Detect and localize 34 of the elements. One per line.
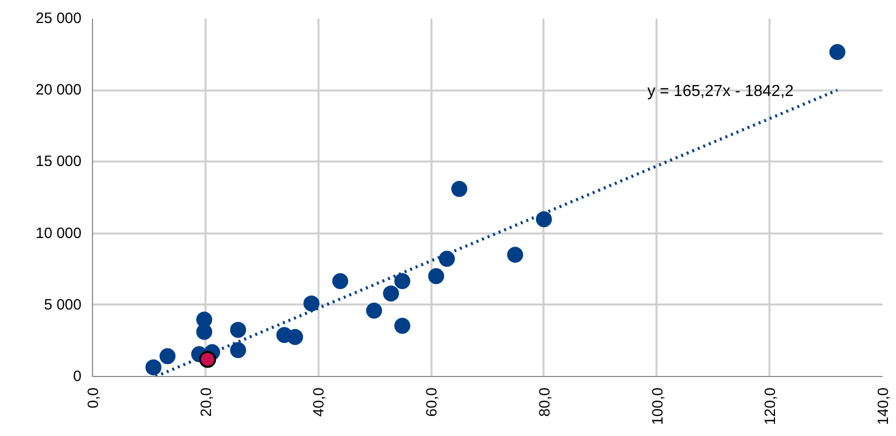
point [145, 359, 162, 376]
point [428, 268, 444, 284]
x-tick-label: 80,0 [536, 387, 554, 417]
point [332, 273, 348, 290]
point [438, 250, 455, 267]
x-tick-label: 60,0 [424, 387, 441, 417]
y-tick-label: 5 000 [44, 296, 82, 314]
point [199, 350, 216, 368]
x-tick-label: 40,0 [310, 387, 328, 417]
point [507, 246, 524, 263]
point [829, 44, 846, 60]
point [394, 273, 410, 290]
point [366, 302, 382, 319]
point [536, 211, 552, 228]
x-tick-label: 20,0 [198, 387, 215, 417]
y-tick-label: 0 [73, 368, 82, 385]
point [383, 285, 400, 302]
y-tick-label: 10 000 [36, 224, 82, 242]
point [196, 324, 212, 340]
x-tick-label: 140,0 [875, 387, 892, 426]
point [303, 295, 320, 312]
y-tick-label: 15 000 [36, 153, 82, 170]
x-tick-label: 120,0 [762, 387, 780, 426]
annotation: y = 165,27x - 1842,2 [647, 83, 794, 100]
y-tick-label: 20 000 [36, 82, 82, 99]
point [451, 180, 468, 197]
point [160, 348, 176, 364]
x-tick-label: 100,0 [649, 387, 666, 426]
x-tick-label: 0,0 [85, 387, 102, 408]
y-tick-label: 25 000 [36, 10, 82, 27]
point [287, 328, 304, 345]
point [394, 318, 410, 334]
point [230, 322, 246, 338]
point [230, 342, 246, 358]
